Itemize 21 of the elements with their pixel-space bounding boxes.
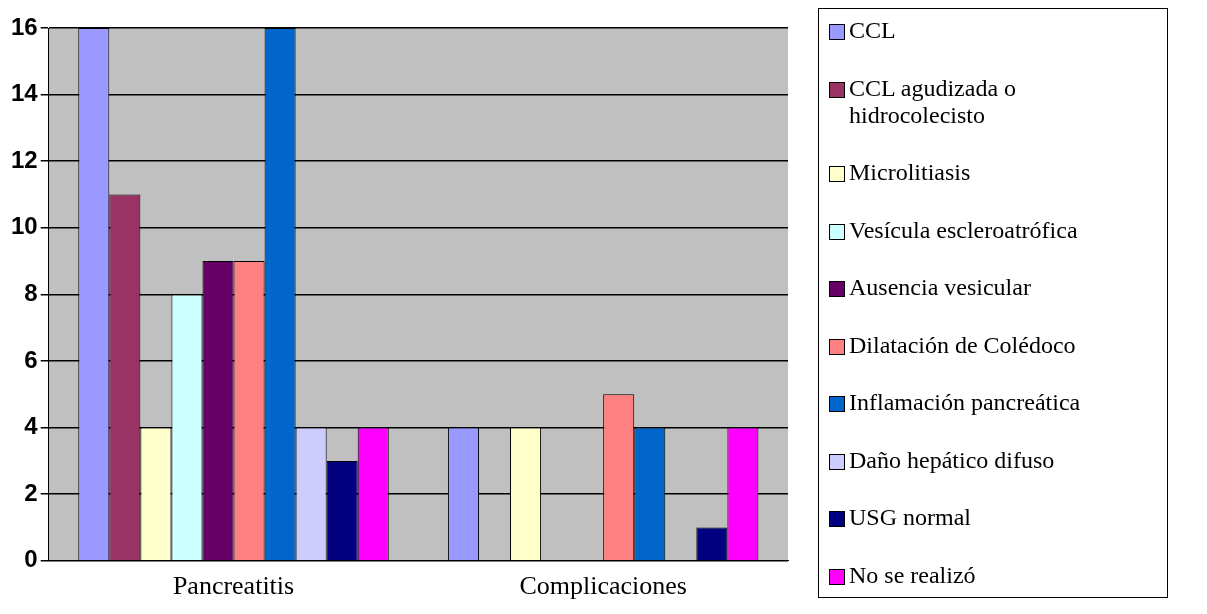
legend-label: Ausencia vesicular (849, 274, 1031, 302)
legend-label: Daño hepático difuso (849, 446, 1055, 474)
legend-label: Microlitiasis (849, 159, 971, 187)
legend-label: CCL agudizada o hidrocolecisto (849, 74, 1018, 129)
y-tick-label: 8 (24, 279, 38, 307)
y-tick-label: 4 (24, 412, 39, 440)
y-tick-label: 14 (10, 79, 39, 107)
legend-label: USG normal (849, 504, 971, 532)
y-tick-label: 0 (24, 545, 38, 573)
y-tick-label: 16 (10, 12, 38, 40)
y-tick-label: 12 (10, 145, 38, 173)
x-tick-label: Complicaciones (519, 571, 687, 601)
y-tick-label: 2 (24, 478, 38, 506)
x-tick-label: Pancreatitis (172, 571, 295, 601)
legend-label: Dilatación de Colédoco (849, 331, 1076, 359)
legend-label: Vesícula escleroatrófica (849, 216, 1078, 244)
y-tick-label: 6 (24, 345, 38, 373)
legend-label: Inflamación pancreática (849, 389, 1081, 417)
y-tick-label: 10 (10, 212, 38, 240)
legend-label: CCL (849, 17, 896, 44)
legend-label: No se realizó (849, 561, 976, 589)
